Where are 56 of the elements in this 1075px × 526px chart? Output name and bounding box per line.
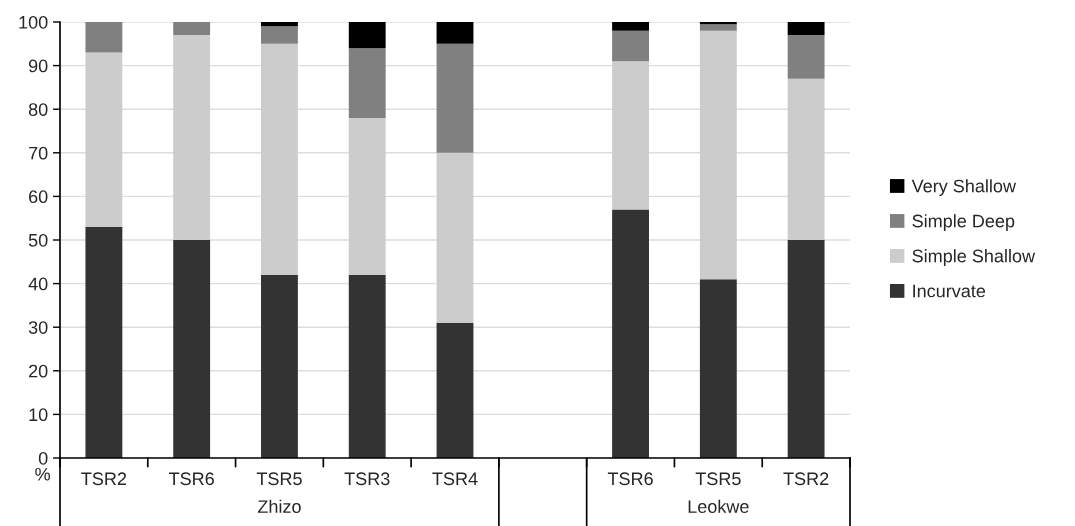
bar [436,152,474,323]
y-tick-label: 30 [28,321,48,334]
bar [612,30,649,62]
bar [787,78,825,240]
bar [173,35,211,240]
y-tick-label: 100 [19,15,48,29]
y-tick-label: 60 [29,190,48,204]
bar [173,240,211,458]
legend-label: Very Shallow [911,179,1017,196]
bar [612,22,649,31]
y-axis-title: % [35,467,50,481]
y-tick-label: 10 [29,408,48,422]
bar [348,274,386,458]
bar [699,30,737,280]
bar [85,22,123,53]
x-tick-label: TSR5 [695,472,741,486]
bar [612,209,649,458]
legend-label: Simple Shallow [912,249,1036,266]
x-tick-label: TSR2 [81,472,127,486]
y-tick-label: 50 [28,233,48,247]
bar [436,43,474,153]
text: Zhizo [257,499,301,513]
bar [787,240,825,458]
bar [348,48,386,118]
y-tick-label: 20 [29,364,48,378]
bar [348,117,386,275]
y-tick-label: 90 [28,59,48,73]
legend-label: Incurvate [913,284,986,298]
bar [436,22,474,44]
bar [261,43,298,275]
y-tick-label: 0 [38,451,48,465]
bar [173,22,211,36]
text: Leokwe [688,499,749,513]
legend-label: Simple Deep [912,214,1015,231]
x-tick-label: TSR6 [607,472,653,486]
x-tick-label: TSR5 [256,472,302,486]
x-tick-label: TSR3 [344,472,390,486]
bar [261,274,298,458]
bar [348,22,386,49]
bar [787,22,825,36]
bar [261,26,298,44]
y-tick-label: 70 [29,146,48,160]
bar [699,24,737,31]
x-tick-label: TSR2 [783,472,829,486]
bar [85,52,123,227]
y-tick-label: 40 [28,277,48,291]
x-tick-label: TSR4 [432,472,478,486]
bar [85,226,123,458]
bar [699,22,737,25]
bar [612,61,649,210]
bar [436,322,474,458]
y-tick-label: 80 [28,103,48,116]
bar [261,22,298,27]
x-tick-label: TSR6 [169,472,214,486]
bar [699,279,737,458]
bar [787,35,825,79]
